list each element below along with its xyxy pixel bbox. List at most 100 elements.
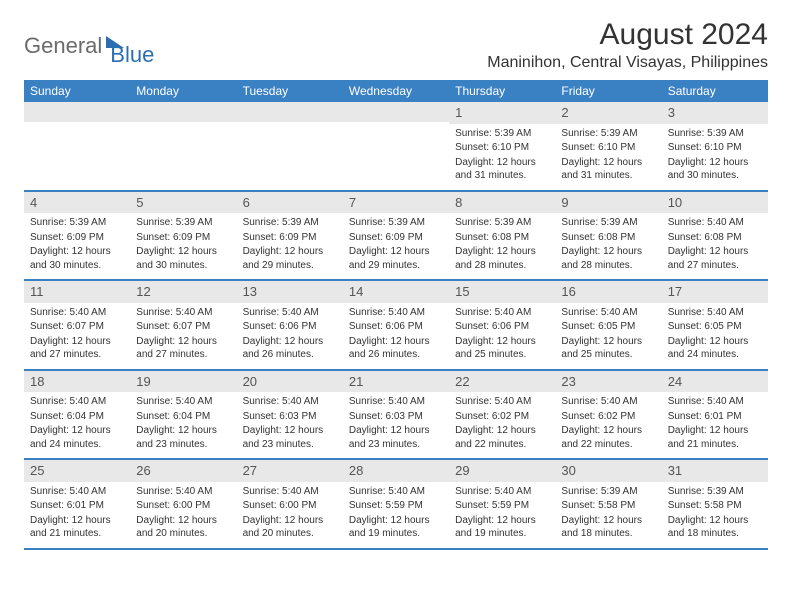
day-details: Sunrise: 5:39 AMSunset: 6:10 PMDaylight:…: [449, 124, 555, 190]
day-cell: 27Sunrise: 5:40 AMSunset: 6:00 PMDayligh…: [237, 460, 343, 548]
day-cell: [130, 102, 236, 190]
sunrise-text: Sunrise: 5:40 AM: [30, 485, 124, 499]
daylight-text: Daylight: 12 hours and 28 minutes.: [561, 245, 655, 272]
day-number: 2: [555, 102, 661, 124]
sunrise-text: Sunrise: 5:40 AM: [455, 485, 549, 499]
day-number: 28: [343, 460, 449, 482]
day-cell: 4Sunrise: 5:39 AMSunset: 6:09 PMDaylight…: [24, 192, 130, 280]
day-number: 12: [130, 281, 236, 303]
sunrise-text: Sunrise: 5:40 AM: [455, 306, 549, 320]
daylight-text: Daylight: 12 hours and 30 minutes.: [668, 156, 762, 183]
day-cell: 13Sunrise: 5:40 AMSunset: 6:06 PMDayligh…: [237, 281, 343, 369]
day-details: Sunrise: 5:40 AMSunset: 6:05 PMDaylight:…: [555, 303, 661, 369]
week-row: 1Sunrise: 5:39 AMSunset: 6:10 PMDaylight…: [24, 102, 768, 192]
day-cell: 16Sunrise: 5:40 AMSunset: 6:05 PMDayligh…: [555, 281, 661, 369]
daylight-text: Daylight: 12 hours and 18 minutes.: [668, 514, 762, 541]
week-row: 4Sunrise: 5:39 AMSunset: 6:09 PMDaylight…: [24, 192, 768, 282]
day-number: 31: [662, 460, 768, 482]
sunrise-text: Sunrise: 5:40 AM: [136, 485, 230, 499]
day-details: Sunrise: 5:40 AMSunset: 5:59 PMDaylight:…: [343, 482, 449, 548]
daylight-text: Daylight: 12 hours and 21 minutes.: [668, 424, 762, 451]
day-number: 21: [343, 371, 449, 393]
weekday-header: Thursday: [449, 80, 555, 102]
day-cell: 18Sunrise: 5:40 AMSunset: 6:04 PMDayligh…: [24, 371, 130, 459]
sunrise-text: Sunrise: 5:39 AM: [561, 127, 655, 141]
daylight-text: Daylight: 12 hours and 24 minutes.: [668, 335, 762, 362]
day-details: Sunrise: 5:40 AMSunset: 6:07 PMDaylight:…: [130, 303, 236, 369]
weekday-header: Monday: [130, 80, 236, 102]
sunset-text: Sunset: 6:02 PM: [455, 410, 549, 424]
daylight-text: Daylight: 12 hours and 29 minutes.: [243, 245, 337, 272]
sunset-text: Sunset: 6:00 PM: [243, 499, 337, 513]
daylight-text: Daylight: 12 hours and 24 minutes.: [30, 424, 124, 451]
daylight-text: Daylight: 12 hours and 31 minutes.: [561, 156, 655, 183]
daylight-text: Daylight: 12 hours and 25 minutes.: [455, 335, 549, 362]
sunrise-text: Sunrise: 5:40 AM: [668, 395, 762, 409]
sunset-text: Sunset: 6:04 PM: [30, 410, 124, 424]
daylight-text: Daylight: 12 hours and 27 minutes.: [30, 335, 124, 362]
sunrise-text: Sunrise: 5:39 AM: [30, 216, 124, 230]
day-number: 29: [449, 460, 555, 482]
day-details: Sunrise: 5:39 AMSunset: 5:58 PMDaylight:…: [662, 482, 768, 548]
daylight-text: Daylight: 12 hours and 25 minutes.: [561, 335, 655, 362]
day-details: Sunrise: 5:39 AMSunset: 6:09 PMDaylight:…: [343, 213, 449, 279]
day-number: 17: [662, 281, 768, 303]
sunrise-text: Sunrise: 5:39 AM: [561, 485, 655, 499]
day-cell: 26Sunrise: 5:40 AMSunset: 6:00 PMDayligh…: [130, 460, 236, 548]
day-cell: 5Sunrise: 5:39 AMSunset: 6:09 PMDaylight…: [130, 192, 236, 280]
day-number: 5: [130, 192, 236, 214]
sunset-text: Sunset: 6:01 PM: [668, 410, 762, 424]
sunrise-text: Sunrise: 5:40 AM: [243, 485, 337, 499]
day-number: 20: [237, 371, 343, 393]
day-cell: 1Sunrise: 5:39 AMSunset: 6:10 PMDaylight…: [449, 102, 555, 190]
sunrise-text: Sunrise: 5:40 AM: [30, 395, 124, 409]
day-details: Sunrise: 5:40 AMSunset: 6:02 PMDaylight:…: [555, 392, 661, 458]
sunset-text: Sunset: 6:10 PM: [668, 141, 762, 155]
daylight-text: Daylight: 12 hours and 21 minutes.: [30, 514, 124, 541]
day-details: Sunrise: 5:40 AMSunset: 6:04 PMDaylight:…: [130, 392, 236, 458]
day-number: 11: [24, 281, 130, 303]
sunset-text: Sunset: 6:07 PM: [136, 320, 230, 334]
sunrise-text: Sunrise: 5:39 AM: [668, 485, 762, 499]
title-block: August 2024 Maninihon, Central Visayas, …: [487, 18, 768, 72]
sunrise-text: Sunrise: 5:40 AM: [349, 485, 443, 499]
day-details: Sunrise: 5:39 AMSunset: 6:09 PMDaylight:…: [237, 213, 343, 279]
sunrise-text: Sunrise: 5:40 AM: [243, 395, 337, 409]
day-number: 26: [130, 460, 236, 482]
sunset-text: Sunset: 6:06 PM: [243, 320, 337, 334]
day-number: 27: [237, 460, 343, 482]
day-cell: [237, 102, 343, 190]
day-number: 4: [24, 192, 130, 214]
day-details: Sunrise: 5:39 AMSunset: 6:10 PMDaylight:…: [555, 124, 661, 190]
location-subtitle: Maninihon, Central Visayas, Philippines: [487, 54, 768, 72]
day-cell: 12Sunrise: 5:40 AMSunset: 6:07 PMDayligh…: [130, 281, 236, 369]
day-number: [24, 102, 130, 122]
weekday-header: Tuesday: [237, 80, 343, 102]
day-number: 30: [555, 460, 661, 482]
sunset-text: Sunset: 6:03 PM: [243, 410, 337, 424]
sunset-text: Sunset: 6:06 PM: [349, 320, 443, 334]
day-number: 23: [555, 371, 661, 393]
sunset-text: Sunset: 6:08 PM: [455, 231, 549, 245]
sunset-text: Sunset: 6:10 PM: [561, 141, 655, 155]
day-number: [343, 102, 449, 122]
day-number: 19: [130, 371, 236, 393]
day-details: Sunrise: 5:39 AMSunset: 6:08 PMDaylight:…: [449, 213, 555, 279]
daylight-text: Daylight: 12 hours and 27 minutes.: [668, 245, 762, 272]
sunrise-text: Sunrise: 5:39 AM: [349, 216, 443, 230]
sunrise-text: Sunrise: 5:40 AM: [455, 395, 549, 409]
logo-text-general: General: [24, 33, 102, 59]
day-number: 8: [449, 192, 555, 214]
day-details: Sunrise: 5:40 AMSunset: 6:01 PMDaylight:…: [662, 392, 768, 458]
day-number: [130, 102, 236, 122]
sunrise-text: Sunrise: 5:40 AM: [349, 306, 443, 320]
calendar-page: General Blue August 2024 Maninihon, Cent…: [0, 0, 792, 550]
sunset-text: Sunset: 6:09 PM: [136, 231, 230, 245]
sunrise-text: Sunrise: 5:40 AM: [668, 216, 762, 230]
sunset-text: Sunset: 5:59 PM: [349, 499, 443, 513]
day-details: Sunrise: 5:40 AMSunset: 6:08 PMDaylight:…: [662, 213, 768, 279]
day-cell: 9Sunrise: 5:39 AMSunset: 6:08 PMDaylight…: [555, 192, 661, 280]
day-number: 14: [343, 281, 449, 303]
sunrise-text: Sunrise: 5:40 AM: [136, 306, 230, 320]
weekday-header: Saturday: [662, 80, 768, 102]
